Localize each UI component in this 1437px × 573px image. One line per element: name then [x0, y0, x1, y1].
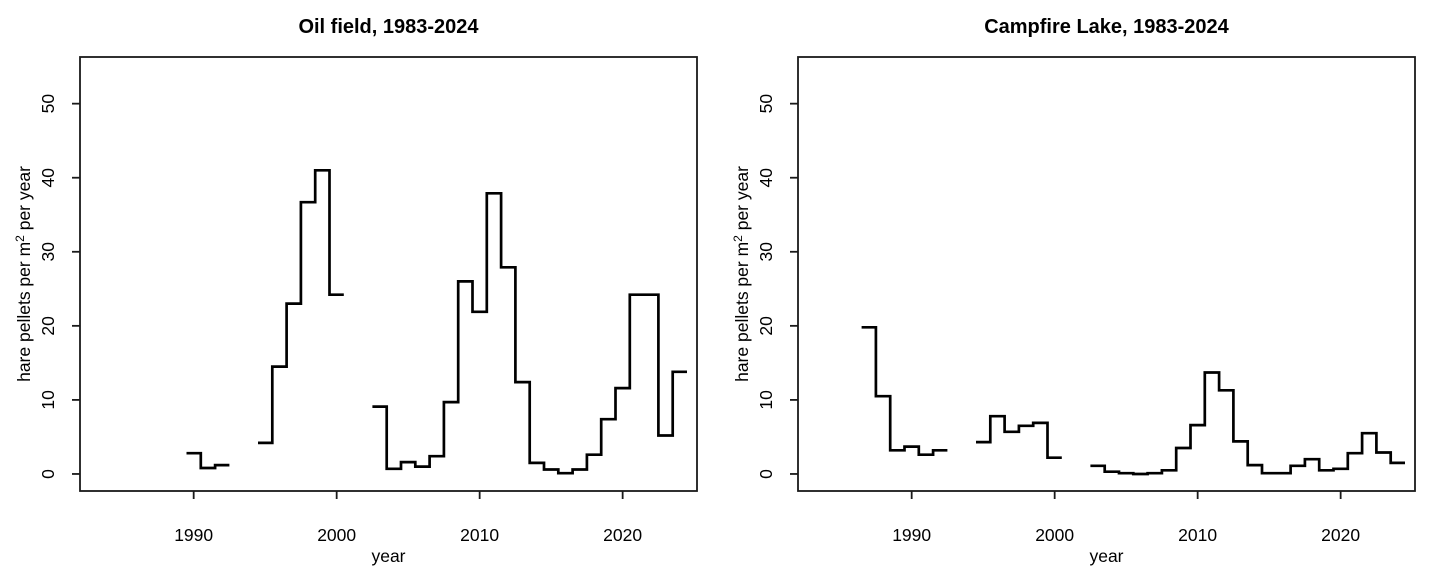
y-tick-label: 10: [38, 390, 58, 410]
y-axis-label: hare pellets per m2 per year: [13, 166, 34, 382]
y-tick-label: 20: [756, 316, 776, 336]
x-tick-label: 2000: [1035, 525, 1074, 545]
y-tick-label: 30: [756, 242, 776, 262]
chart-title: Oil field, 1983-2024: [298, 16, 479, 38]
campfire-lake-chart-panel: 1990 2000 2010 2020 0 10 20 30 40 50 Campfire Lake…: [718, 0, 1436, 568]
x-axis-label: year: [371, 546, 405, 566]
y-tick-label: 0: [756, 469, 776, 479]
y-axis-label: hare pellets per m2 per year: [731, 166, 752, 382]
y-tick-label: 50: [38, 94, 58, 114]
x-tick-label: 2010: [1178, 525, 1217, 545]
chart-title: Campfire Lake, 1983-2024: [984, 16, 1229, 38]
y-tick-label: 50: [756, 94, 776, 114]
x-tick-label: 2000: [317, 525, 356, 545]
plot-box: [797, 56, 1416, 492]
plot-box: [79, 56, 698, 492]
oil-field-chart: 1990 2000 2010 2020 0 10 20 30 40 50 Oil field, 19…: [13, 16, 698, 566]
x-axis-label: year: [1089, 546, 1123, 566]
pellet-series-step-line: [861, 325, 1405, 476]
x-tick-label: 2010: [460, 525, 499, 545]
y-tick-label: 0: [38, 469, 58, 479]
oil-field-chart-panel: 1990 2000 2010 2020 0 10 20 30 40 50 Oil field, 19…: [0, 0, 718, 568]
y-tick-label: 30: [38, 242, 58, 262]
pellet-series-step-line: [186, 168, 687, 475]
y-tick-label: 20: [38, 316, 58, 336]
x-tick-label: 1990: [892, 525, 931, 545]
y-tick-label: 40: [756, 168, 776, 188]
x-tick-label: 2020: [1321, 525, 1360, 545]
y-tick-label: 40: [38, 168, 58, 188]
x-tick-label: 2020: [603, 525, 642, 545]
campfire-lake-chart: 1990 2000 2010 2020 0 10 20 30 40 50 Campfire Lake…: [731, 16, 1416, 566]
y-tick-label: 10: [756, 390, 776, 410]
x-tick-label: 1990: [174, 525, 213, 545]
